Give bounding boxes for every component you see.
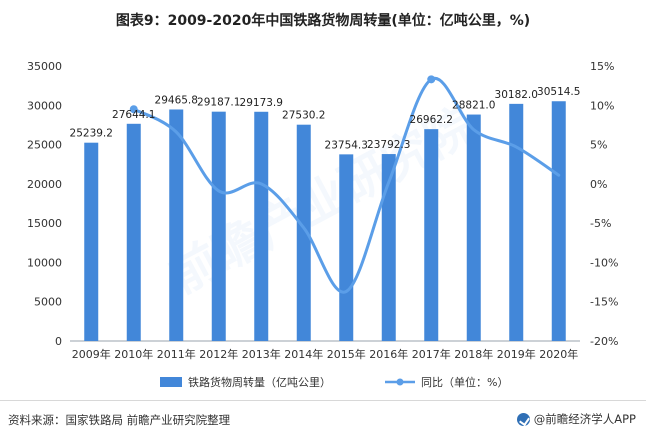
bar-2020年 xyxy=(551,101,566,341)
y-right-tick-label: -10% xyxy=(590,256,618,269)
y-left-tick-label: 10000 xyxy=(27,256,62,269)
legend-marker-line xyxy=(396,378,404,386)
growth-point-2010年 xyxy=(129,105,138,114)
x-tick-label: 2009年 xyxy=(72,347,111,361)
bar-value-label: 29187.1 xyxy=(197,97,240,109)
y-left-tick-label: 5000 xyxy=(34,296,62,309)
source-text: 国家铁路局 前瞻产业研究院整理 xyxy=(65,413,231,427)
check-circle-icon xyxy=(516,412,530,426)
y-right-tick-label: -15% xyxy=(590,296,618,309)
legend-label-line: 同比（单位：%） xyxy=(421,375,508,389)
y-left-tick-label: 0 xyxy=(55,335,62,348)
legend-swatch-bar xyxy=(160,377,182,387)
y-left-tick-label: 30000 xyxy=(27,99,62,112)
growth-rate-line xyxy=(132,76,561,294)
x-tick-label: 2016年 xyxy=(369,347,408,361)
x-tick-label: 2013年 xyxy=(242,347,281,361)
bar-value-label: 23754.3 xyxy=(325,139,368,151)
y-left-tick-label: 35000 xyxy=(27,60,62,73)
x-tick-label: 2012年 xyxy=(199,347,238,361)
y-right-tick-label: 0% xyxy=(590,178,607,191)
x-tick-label: 2015年 xyxy=(327,347,366,361)
x-tick-label: 2011年 xyxy=(157,347,196,361)
bar-value-label: 27644.1 xyxy=(112,109,155,121)
bar-2016年 xyxy=(381,154,396,341)
bar-value-label: 23792.3 xyxy=(367,139,410,151)
bar-2011年 xyxy=(169,109,184,341)
x-tick-label: 2020年 xyxy=(539,347,578,361)
bar-value-label: 25239.2 xyxy=(70,128,113,140)
x-tick-label: 2014年 xyxy=(284,347,323,361)
bar-2018年 xyxy=(466,114,481,341)
bar-value-label: 28821.0 xyxy=(452,100,495,112)
bar-2019年 xyxy=(509,103,524,341)
bar-value-label: 27530.2 xyxy=(282,110,325,122)
bar-value-label: 29173.9 xyxy=(240,97,283,109)
y-right-tick-label: 10% xyxy=(590,99,614,112)
brand-text: @前瞻经济学人APP xyxy=(533,412,636,426)
bar-2017年 xyxy=(424,129,439,341)
bar-value-label: 30182.0 xyxy=(495,89,538,101)
y-left-tick-label: 20000 xyxy=(27,178,62,191)
bar-value-label: 26962.2 xyxy=(410,114,453,126)
bar-2009年 xyxy=(84,142,99,341)
bar-value-label: 29465.8 xyxy=(155,94,198,106)
source-note: 资料来源：国家铁路局 前瞻产业研究院整理 xyxy=(8,412,230,428)
bar-2015年 xyxy=(339,154,354,341)
x-tick-label: 2010年 xyxy=(114,347,153,361)
x-tick-label: 2017年 xyxy=(412,347,451,361)
bar-2012年 xyxy=(211,111,226,341)
chart-title: 图表9：2009-2020年中国铁路货物周转量(单位：亿吨公里，%) xyxy=(115,13,531,29)
bar-2010年 xyxy=(126,123,141,341)
bar-value-label: 30514.5 xyxy=(537,86,580,98)
x-tick-label: 2019年 xyxy=(497,347,536,361)
y-left-tick-label: 15000 xyxy=(27,217,62,230)
bar-2014年 xyxy=(296,124,311,341)
bar-2013年 xyxy=(254,111,269,342)
y-right-tick-label: 15% xyxy=(590,60,614,73)
source-label: 资料来源： xyxy=(8,413,66,427)
legend-label-bar: 铁路货物周转量（亿吨公里） xyxy=(188,375,331,389)
brand-credit: @前瞻经济学人APP xyxy=(516,411,636,427)
y-right-tick-label: -20% xyxy=(590,335,618,348)
y-right-tick-label: -5% xyxy=(590,217,611,230)
growth-point-2017年 xyxy=(427,75,436,84)
x-tick-label: 2018年 xyxy=(454,347,493,361)
y-right-tick-label: 5% xyxy=(590,139,607,152)
y-left-tick-label: 25000 xyxy=(27,139,62,152)
footer-divider xyxy=(0,400,646,401)
